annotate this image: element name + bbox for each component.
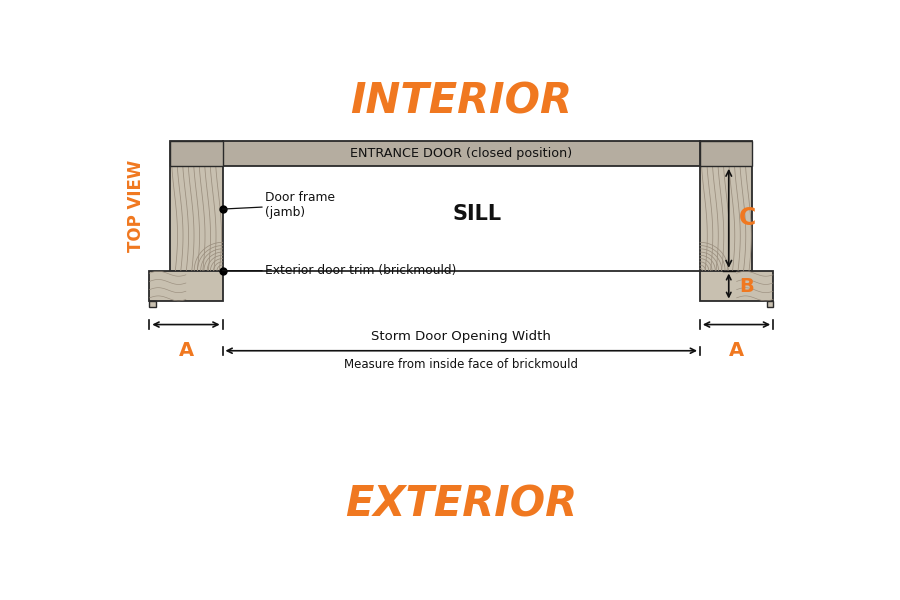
Bar [700, 271, 773, 301]
Text: C: C [739, 206, 756, 230]
Text: A: A [178, 341, 194, 361]
Text: Storm Door Opening Width: Storm Door Opening Width [372, 330, 551, 343]
Bar [149, 271, 222, 301]
Text: Measure from inside face of brickmould: Measure from inside face of brickmould [344, 358, 578, 371]
Bar [222, 142, 700, 166]
Bar [170, 142, 222, 271]
Text: TOP VIEW: TOP VIEW [127, 160, 145, 252]
Text: Exterior door trim (brickmould): Exterior door trim (brickmould) [222, 264, 456, 277]
Text: A: A [729, 341, 744, 361]
Text: ENTRANCE DOOR (closed position): ENTRANCE DOOR (closed position) [350, 147, 572, 160]
Bar [767, 301, 773, 307]
Text: EXTERIOR: EXTERIOR [346, 484, 577, 526]
Bar [149, 301, 156, 307]
Text: INTERIOR: INTERIOR [350, 80, 572, 122]
Text: Door frame
(jamb): Door frame (jamb) [222, 191, 335, 219]
Bar [700, 142, 752, 271]
Text: SILL: SILL [452, 205, 501, 224]
Bar [700, 142, 752, 166]
Bar [170, 142, 222, 166]
Text: B: B [739, 277, 753, 296]
